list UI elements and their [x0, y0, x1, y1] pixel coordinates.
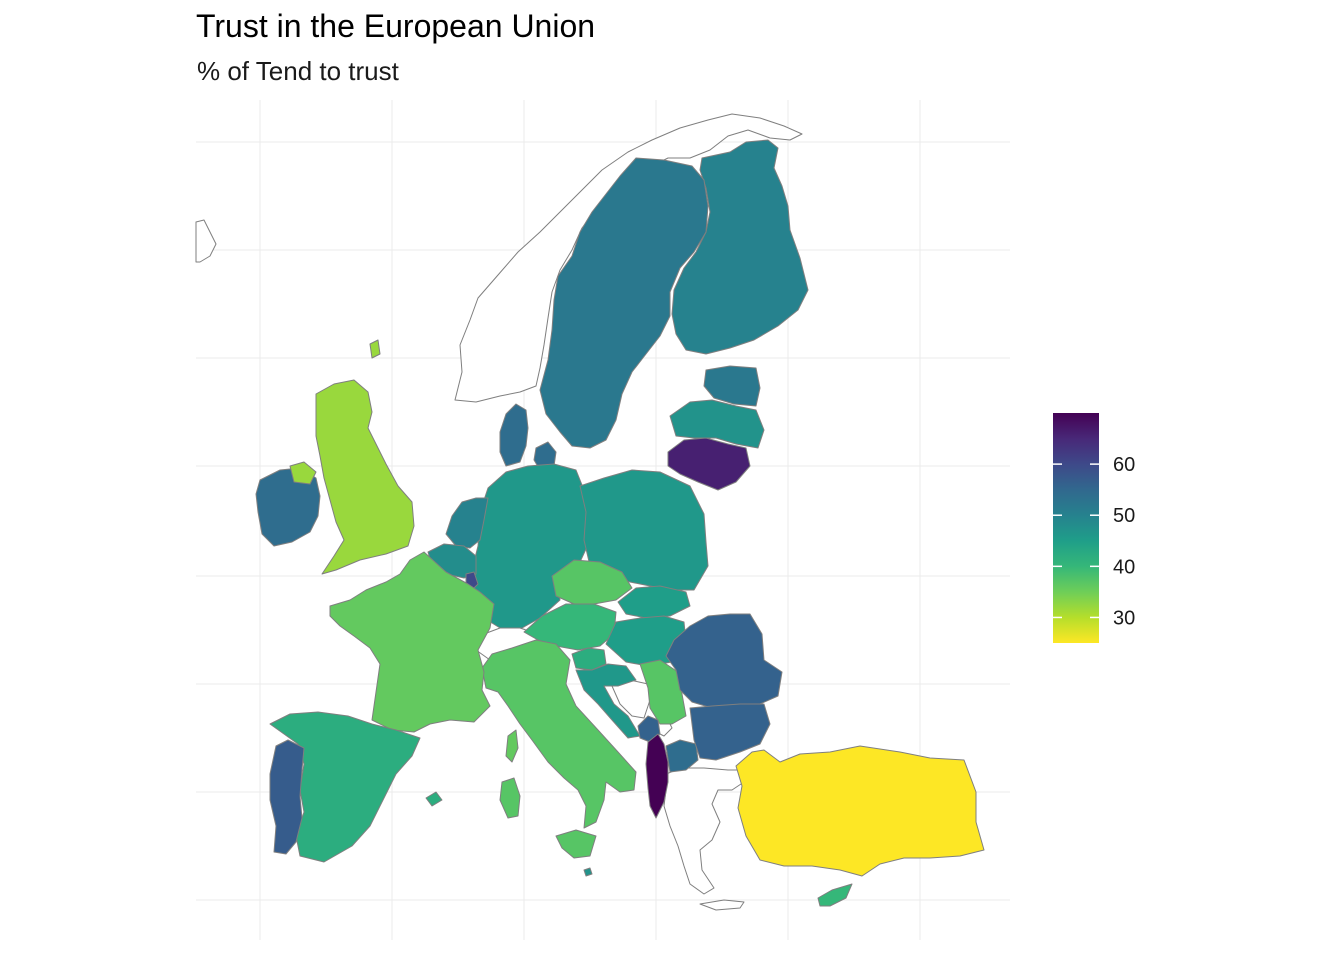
- country-estonia: [703, 365, 761, 407]
- country-greece: [661, 767, 745, 895]
- country-northern-ireland: [289, 461, 317, 485]
- country-slovenia: [571, 647, 607, 671]
- country-croatia: [575, 663, 641, 739]
- country-france: [329, 551, 495, 733]
- country-corsica: [505, 729, 519, 763]
- country-norway: [454, 113, 803, 403]
- country-latvia: [669, 399, 765, 449]
- page-subtitle: % of Tend to trust: [197, 56, 399, 86]
- country-lithuania: [667, 437, 751, 491]
- country-portugal: [269, 739, 305, 855]
- legend-colorbar: [1053, 413, 1099, 643]
- country-cyprus: [817, 883, 853, 907]
- country-denmark: [499, 403, 529, 467]
- legend-ticks: 60 50 40 30: [1053, 454, 1135, 629]
- page-title: Trust in the European Union: [196, 8, 596, 44]
- country-finland: [671, 139, 809, 355]
- country-sicily: [555, 829, 597, 859]
- country-romania: [665, 613, 783, 709]
- country-bulgaria: [689, 703, 771, 761]
- country-albania: [645, 733, 669, 819]
- country-montenegro: [637, 715, 661, 743]
- country-greece-crete: [699, 899, 745, 911]
- legend-tick-label: 30: [1113, 607, 1135, 629]
- country-germany: [471, 463, 593, 629]
- country-shetland: [369, 339, 381, 359]
- country-czechia: [551, 559, 633, 605]
- no-data-countries: [195, 113, 803, 911]
- country-serbia: [639, 659, 687, 725]
- color-legend: 60 50 40 30: [1053, 413, 1135, 643]
- country-turkey: [735, 745, 985, 877]
- country-malta: [583, 867, 593, 877]
- legend-tick-label: 40: [1113, 556, 1135, 578]
- country-iceland: [195, 219, 217, 263]
- countries: [255, 139, 985, 907]
- legend-tick-label: 50: [1113, 505, 1135, 527]
- legend-tick-label: 60: [1113, 454, 1135, 476]
- country-poland: [579, 469, 709, 591]
- country-sweden: [539, 157, 709, 449]
- country-balearic: [425, 791, 443, 807]
- country-north-macedonia: [665, 739, 699, 773]
- country-sardinia: [499, 777, 521, 819]
- country-italy: [481, 639, 637, 829]
- country-united-kingdom: [315, 379, 415, 575]
- country-slovakia: [617, 585, 691, 619]
